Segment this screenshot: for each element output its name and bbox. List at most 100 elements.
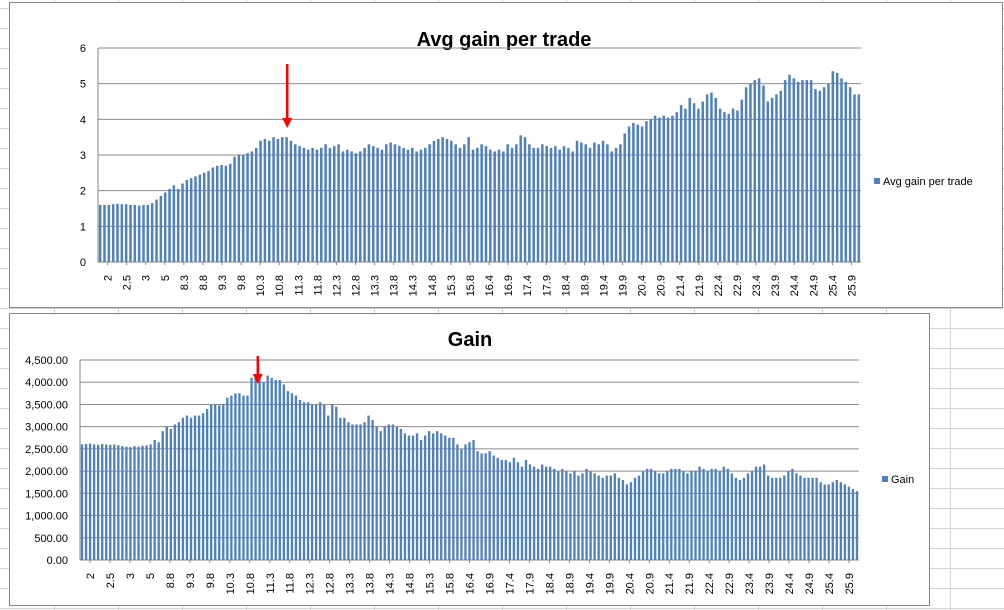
- bar: [847, 486, 851, 560]
- y-tick-label: 2,000.00: [25, 466, 68, 478]
- bar: [298, 146, 301, 262]
- bar: [113, 444, 116, 560]
- bar: [333, 146, 336, 262]
- bar: [406, 149, 410, 262]
- bar: [142, 204, 145, 262]
- bar: [463, 144, 466, 262]
- bar: [448, 437, 451, 560]
- x-axis-ticks: 2 2.5 3 5 8.8 9.3 9.8 10.3 10.8 11.3 11.8 12.3 12.8 1…: [85, 560, 856, 594]
- bar: [116, 203, 119, 262]
- bar: [464, 444, 467, 560]
- bar: [779, 90, 783, 262]
- x-tick-label: 10.3: [255, 275, 267, 296]
- bar: [575, 140, 579, 262]
- x-tick-label: 8.3: [179, 275, 191, 290]
- bar: [181, 417, 185, 560]
- bar: [762, 85, 765, 262]
- x-tick-label: 15.3: [425, 573, 437, 594]
- bar: [141, 445, 144, 560]
- bar: [801, 80, 804, 262]
- bar: [775, 477, 778, 560]
- bar: [549, 466, 552, 560]
- bar: [371, 420, 374, 560]
- bar: [671, 115, 674, 263]
- bar: [137, 205, 141, 262]
- bar: [746, 473, 750, 560]
- y-axis-ticks: 0 1 2 3 4 5 6: [80, 43, 86, 269]
- bar: [835, 72, 839, 262]
- bar: [688, 97, 692, 263]
- x-tick-label: 15.8: [445, 573, 457, 594]
- bar: [827, 484, 830, 560]
- bar: [577, 475, 580, 560]
- bar: [350, 151, 353, 262]
- y-tick-label: 3,000.00: [25, 422, 68, 434]
- bar: [150, 203, 154, 262]
- x-tick-label: 21.4: [664, 573, 676, 594]
- bar: [609, 475, 612, 560]
- bar: [795, 473, 798, 560]
- bar: [670, 468, 673, 560]
- x-tick-label: 17.4: [504, 573, 516, 594]
- bar: [278, 380, 281, 560]
- x-tick-label: 3: [125, 573, 137, 579]
- x-tick-label: 8.8: [198, 275, 210, 290]
- bar: [617, 477, 621, 560]
- bar: [536, 468, 540, 560]
- bar: [831, 482, 834, 560]
- x-tick-label: 24.4: [784, 573, 796, 594]
- bar: [286, 391, 290, 560]
- bar: [285, 137, 288, 262]
- bar: [157, 442, 160, 560]
- bar: [189, 178, 193, 262]
- bar: [510, 147, 514, 262]
- bar: [133, 446, 136, 560]
- bar: [246, 153, 249, 262]
- bar: [197, 415, 201, 560]
- y-tick-label: 3: [80, 150, 86, 162]
- x-tick-label: 11.3: [265, 573, 277, 594]
- x-tick-label: 18.9: [579, 275, 591, 296]
- bar: [367, 415, 370, 560]
- gain-chart[interactable]: Gain 0.00 500.00 1,000.00 1,500.00 2,000.00 2…: [9, 313, 930, 606]
- bar: [686, 473, 689, 560]
- x-tick-label: 12.3: [305, 573, 317, 594]
- bar: [839, 482, 843, 560]
- bar: [458, 147, 462, 262]
- bar: [584, 144, 587, 262]
- bar: [194, 176, 197, 262]
- avg-gain-chart[interactable]: Avg gain per trade 0 1 2 3 4 5 6 2 2.5 3 5 8.3 8.8 9…: [9, 2, 1003, 308]
- x-tick-label: 13.3: [345, 573, 357, 594]
- bar: [476, 451, 479, 560]
- bar: [402, 147, 405, 262]
- bar: [226, 397, 229, 560]
- x-tick-label: 8.8: [165, 573, 177, 588]
- bar: [185, 179, 189, 262]
- bar: [726, 468, 729, 560]
- bar: [504, 460, 507, 560]
- bar: [323, 404, 326, 560]
- x-tick-label: 10.3: [225, 573, 237, 594]
- bar: [380, 149, 384, 262]
- bar: [367, 144, 371, 262]
- x-tick-label: 23.4: [744, 573, 756, 594]
- bar: [298, 400, 302, 560]
- bar: [649, 468, 653, 560]
- bar: [827, 83, 830, 262]
- x-tick-label: 23.9: [770, 275, 782, 296]
- bar: [173, 424, 177, 560]
- bar: [702, 468, 705, 560]
- bar: [432, 433, 435, 560]
- bar: [172, 185, 176, 262]
- x-tick-label: 25.9: [844, 573, 856, 594]
- bar: [601, 477, 604, 560]
- bar: [423, 435, 427, 560]
- bar: [767, 475, 770, 560]
- x-tick-label: 9.8: [236, 275, 248, 290]
- bar: [441, 137, 444, 262]
- bar: [346, 149, 349, 262]
- bar: [528, 144, 531, 262]
- x-tick-label: 17.9: [524, 573, 536, 594]
- y-tick-label: 4,500.00: [25, 355, 68, 367]
- bar: [385, 144, 388, 262]
